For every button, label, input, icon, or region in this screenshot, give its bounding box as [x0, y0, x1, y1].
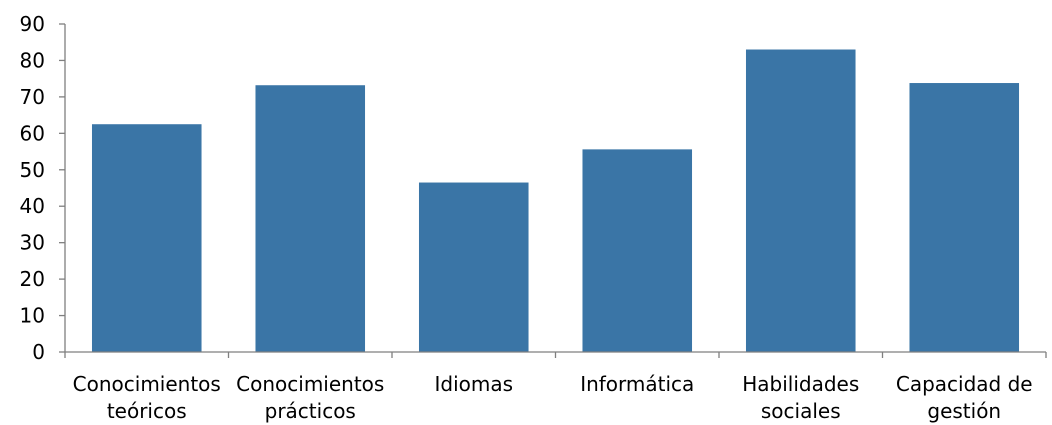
y-tick-label: 70: [20, 85, 45, 109]
y-tick-label: 80: [20, 48, 45, 72]
axes-group: [64, 24, 1047, 358]
y-tick-label: 40: [20, 194, 45, 218]
y-tick-label: 90: [20, 12, 45, 36]
y-tick-label: 60: [20, 121, 45, 145]
bar: [909, 83, 1020, 352]
y-tick-label: 30: [20, 231, 45, 255]
x-category-label: Conocimientos prácticos: [236, 372, 384, 423]
x-category-label: Informática: [580, 372, 694, 396]
x-axis-labels: Conocimientos teóricos Conocimientos prácti…: [73, 372, 1033, 423]
bars-group: [91, 49, 1020, 352]
bar: [418, 182, 529, 352]
x-category-label: Habilidades sociales: [742, 372, 859, 423]
bar: [582, 149, 693, 352]
y-tick-label: 10: [20, 304, 45, 328]
bar: [91, 124, 202, 352]
x-category-label: Capacidad de gestión: [896, 372, 1033, 423]
y-axis-ticks: 0 10 20 30 40 50 60 70 80 90: [20, 12, 65, 364]
bar: [745, 49, 856, 352]
y-tick-label: 50: [20, 158, 45, 182]
bar: [255, 85, 366, 352]
x-category-label: Idiomas: [434, 372, 513, 396]
y-tick-label: 0: [32, 340, 45, 364]
x-category-label: Conocimientos teóricos: [73, 372, 221, 423]
y-tick-label: 20: [20, 267, 45, 291]
